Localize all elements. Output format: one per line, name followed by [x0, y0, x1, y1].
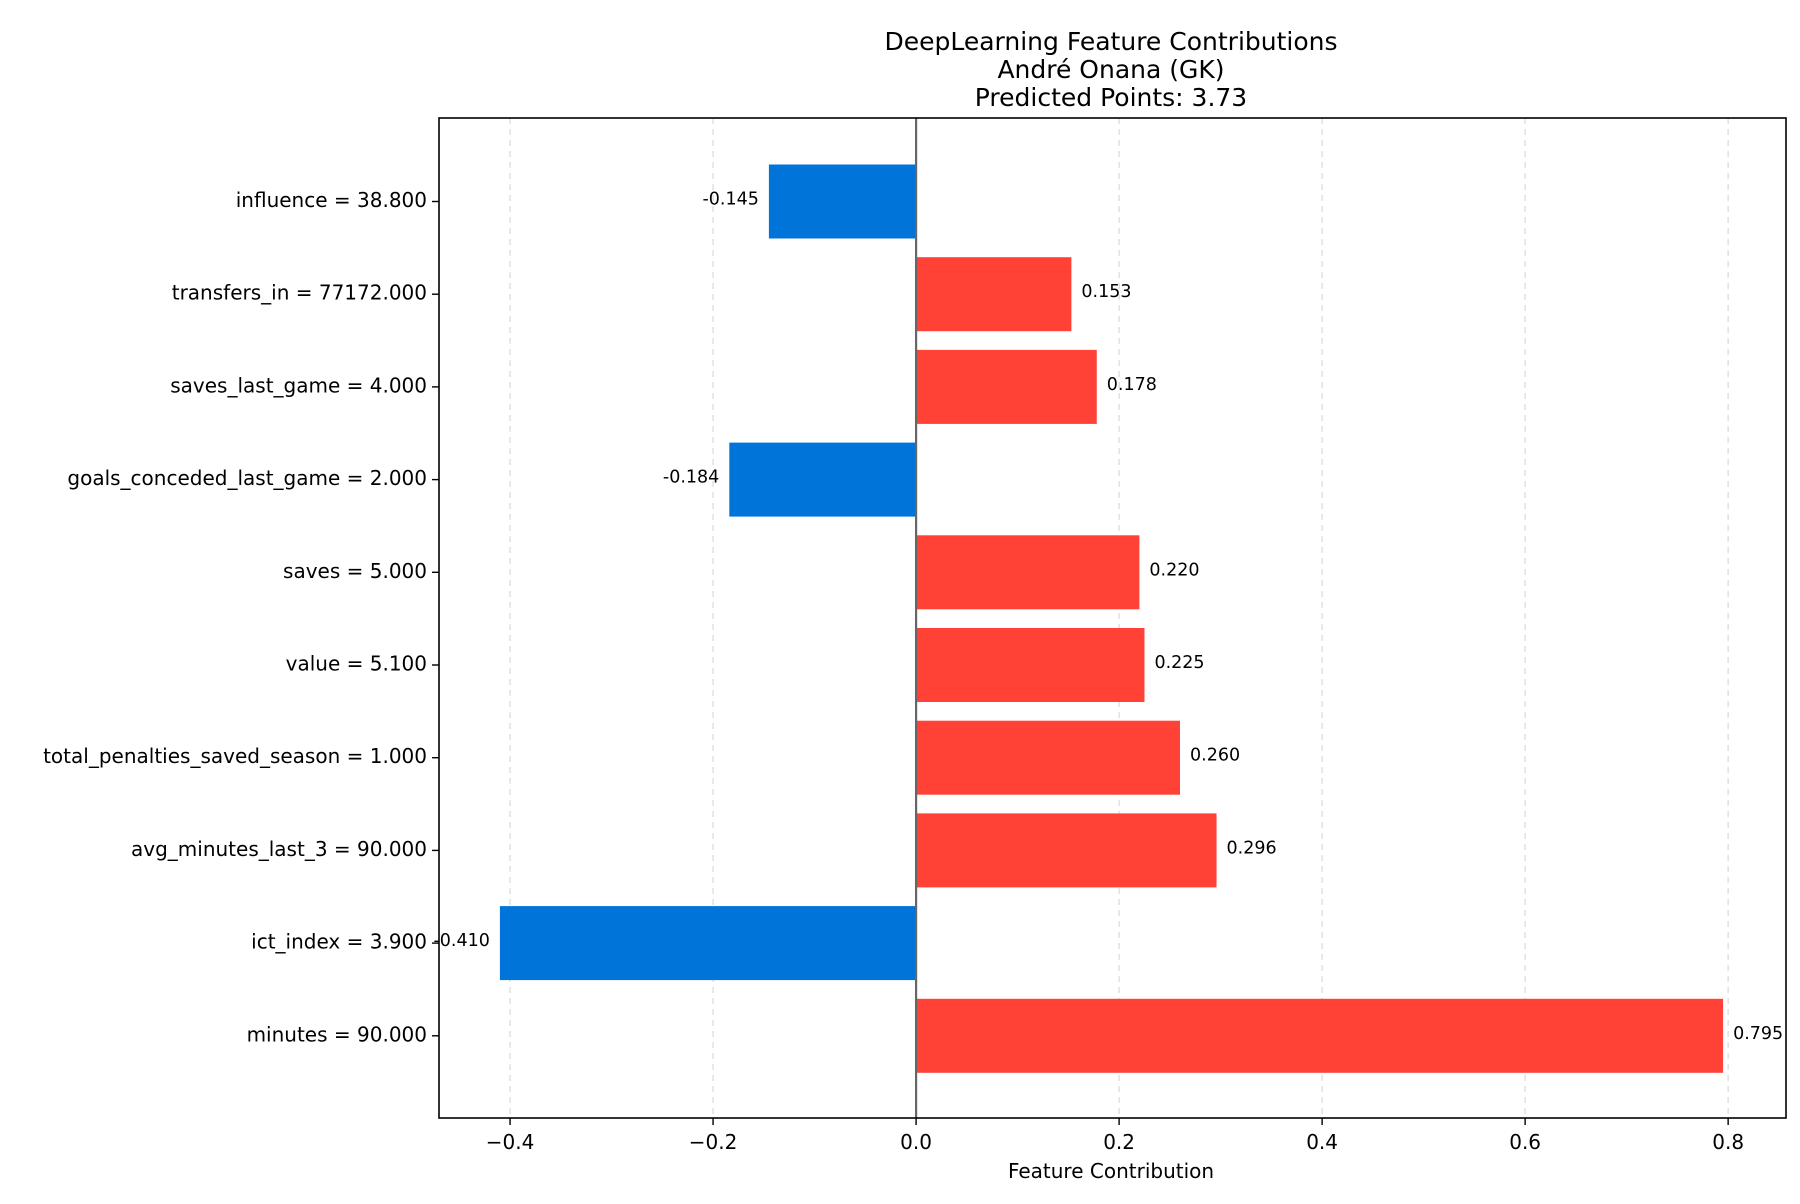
y-tick-label: value = 5.100	[286, 652, 427, 676]
x-tick-label: 0.4	[1306, 1130, 1338, 1154]
x-tick-label: −0.2	[689, 1130, 738, 1154]
bar-value-label: -0.184	[663, 468, 719, 488]
bar-value-label: 0.220	[1149, 560, 1199, 580]
bar-value-label: 0.795	[1733, 1024, 1783, 1044]
axes: influence = 38.800 transfers_in = 77172.0…	[43, 117, 1787, 1154]
bar-value-label: -0.145	[702, 190, 758, 210]
bar	[499, 906, 917, 981]
y-tick-label: influence = 38.800	[236, 188, 427, 212]
plot-frame	[438, 117, 1787, 1119]
y-tick-label: avg_minutes_last_3 = 90.000	[131, 837, 427, 861]
x-tick-label: −0.4	[486, 1130, 535, 1154]
y-tick-label: saves = 5.000	[283, 559, 427, 583]
bar-value-label: 0.296	[1227, 838, 1277, 858]
bar-value-label: 0.225	[1154, 653, 1204, 673]
bar-value-label: 0.153	[1081, 282, 1131, 302]
bar	[729, 442, 917, 517]
y-tick-label: transfers_in = 77172.000	[172, 281, 427, 305]
bar-value-label: 0.260	[1190, 746, 1240, 766]
bar-value-label: 0.178	[1107, 375, 1157, 395]
x-tick-label: 0.6	[1509, 1130, 1541, 1154]
y-tick-label: minutes = 90.000	[247, 1022, 427, 1046]
x-tick-label: 0.0	[900, 1130, 932, 1154]
bar	[916, 813, 1217, 888]
y-tick-label: saves_last_game = 4.000	[170, 373, 427, 397]
bar-value-label: -0.410	[433, 931, 489, 951]
y-tick-label: ict_index = 3.900	[251, 930, 427, 954]
bar	[916, 998, 1724, 1073]
value-labels: -0.145 0.153 0.178 -0.184 0.220 0.225 0.260 0.2…	[433, 190, 1783, 1044]
bar	[916, 349, 1097, 424]
bar	[916, 720, 1181, 795]
bar	[768, 164, 917, 239]
chart-title-line-2: André Onana (GK)	[997, 55, 1224, 84]
x-axis-title: Feature Contribution	[1008, 1159, 1214, 1183]
chart-title-line-3: Predicted Points: 3.73	[975, 83, 1247, 112]
y-tick-label: goals_conceded_last_game = 2.000	[67, 466, 427, 490]
bar	[916, 628, 1145, 702]
bar	[916, 535, 1140, 610]
x-tick-label: 0.8	[1712, 1130, 1744, 1154]
x-tick-label: 0.2	[1103, 1130, 1135, 1154]
bars	[499, 164, 1724, 1073]
y-tick-label: total_penalties_saved_season = 1.000	[43, 744, 427, 768]
chart-title-line-1: DeepLearning Feature Contributions	[884, 27, 1337, 56]
chart-title: DeepLearning Feature Contributions André…	[884, 27, 1337, 112]
bar	[916, 257, 1072, 332]
